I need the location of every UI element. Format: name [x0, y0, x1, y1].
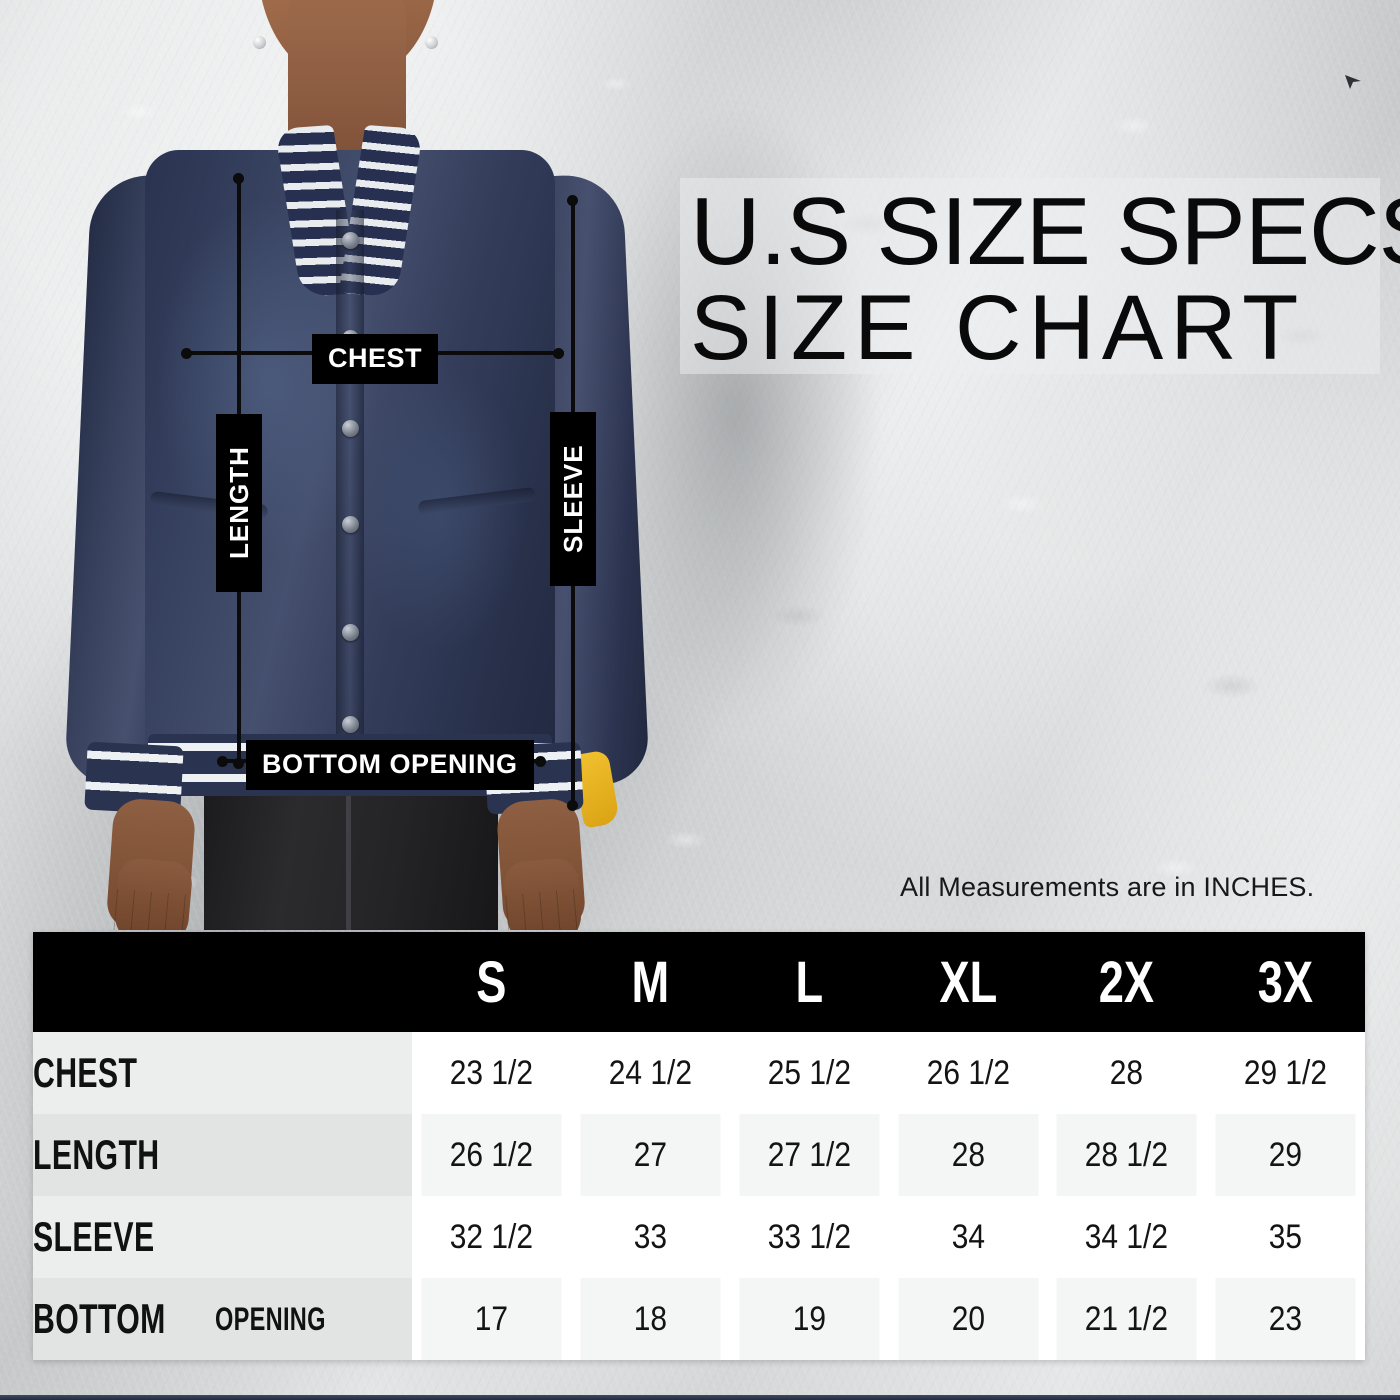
cell-chest-xl: 26 1/2 — [898, 1032, 1038, 1114]
jacket-snap-4 — [342, 516, 359, 533]
cell-sleeve-2x: 34 1/2 — [1056, 1196, 1197, 1278]
model-earring-left — [253, 36, 266, 49]
row-label-sleeve: SLEEVE — [33, 1196, 413, 1278]
cell-bottom-l: 19 — [739, 1278, 880, 1360]
bottom-edge-strip — [0, 1395, 1400, 1400]
sleeve-label-tag: SLEEVE — [550, 412, 596, 586]
cell-sleeve-l: 33 1/2 — [739, 1196, 880, 1278]
row-label-bottom-text: BOTTOM — [33, 1295, 166, 1342]
cell-bottom-s: 17 — [421, 1278, 562, 1360]
cell-length-m: 27 — [580, 1114, 721, 1196]
header-col-3x: 3X — [1223, 932, 1348, 1032]
row-label-chest-text: CHEST — [33, 1049, 138, 1096]
cell-bottom-2x: 21 1/2 — [1056, 1278, 1197, 1360]
cell-length-2x: 28 1/2 — [1056, 1114, 1197, 1196]
cell-length-l: 27 1/2 — [739, 1114, 880, 1196]
table-row: LENGTH 26 1/2 27 27 1/2 28 28 1/2 29 — [33, 1114, 1365, 1196]
hand-finger-lines — [505, 888, 583, 930]
row-label-chest: CHEST — [33, 1032, 413, 1114]
hand-finger-lines — [113, 888, 191, 930]
row-label-sleeve-text: SLEEVE — [33, 1213, 155, 1260]
size-chart-header: S M L XL 2X 3X — [33, 932, 1365, 1032]
chest-label-tag: CHEST — [312, 334, 439, 384]
length-label-tag: LENGTH — [216, 414, 262, 592]
model-earring-right — [425, 36, 438, 49]
length-dot-bottom — [233, 758, 244, 769]
jacket-placket — [336, 210, 364, 750]
sleeve-dot-top — [567, 195, 578, 206]
model-hand-left — [112, 856, 194, 930]
page-subtitle: SIZE CHART — [690, 277, 1306, 379]
cell-sleeve-xl: 34 — [898, 1196, 1038, 1278]
cell-sleeve-s: 32 1/2 — [421, 1196, 562, 1278]
bottom-opening-dot-left — [217, 756, 228, 767]
cell-length-xl: 28 — [898, 1114, 1038, 1196]
chest-dot-right — [553, 348, 564, 359]
jacket-snap-6 — [342, 716, 359, 733]
cursor-arrow-icon — [1344, 74, 1362, 90]
row-label-bottom-opening: BOTTOM OPENING — [33, 1278, 413, 1360]
cell-chest-m: 24 1/2 — [580, 1032, 721, 1114]
jacket-snap-1 — [342, 232, 359, 249]
row-label-length: LENGTH — [33, 1114, 413, 1196]
table-row: BOTTOM OPENING 17 18 19 20 21 1/2 23 — [33, 1278, 1365, 1360]
bottom-opening-dot-right — [535, 756, 546, 767]
header-col-l: L — [747, 932, 872, 1032]
table-row: CHEST 23 1/2 24 1/2 25 1/2 26 1/2 28 29 … — [33, 1032, 1365, 1114]
header-col-xl: XL — [906, 932, 1030, 1032]
cell-chest-s: 23 1/2 — [421, 1032, 562, 1114]
cell-chest-l: 25 1/2 — [739, 1032, 880, 1114]
page-title: U.S SIZE SPECS — [690, 178, 1400, 285]
size-chart-table: S M L XL 2X 3X CHEST 23 1/2 24 1/2 25 1/… — [33, 932, 1365, 1360]
model-hand-right — [502, 856, 584, 930]
sleeve-dot-bottom — [567, 800, 578, 811]
chest-dot-left — [181, 348, 192, 359]
jacket-snap-5 — [342, 624, 359, 641]
length-dot-top — [233, 173, 244, 184]
model-pants — [204, 780, 498, 930]
row-label-length-text: LENGTH — [33, 1131, 160, 1178]
cell-bottom-xl: 20 — [898, 1278, 1038, 1360]
cell-length-3x: 29 — [1215, 1114, 1356, 1196]
cell-chest-3x: 29 1/2 — [1215, 1032, 1356, 1114]
pants-fly-seam — [346, 794, 351, 930]
table-row: SLEEVE 32 1/2 33 33 1/2 34 34 1/2 35 — [33, 1196, 1365, 1278]
cell-sleeve-m: 33 — [580, 1196, 721, 1278]
model-photo — [0, 0, 700, 930]
chest-label-text: CHEST — [328, 343, 423, 373]
cell-bottom-m: 18 — [580, 1278, 721, 1360]
header-col-s: S — [429, 932, 554, 1032]
cell-length-s: 26 1/2 — [421, 1114, 562, 1196]
row-label-opening-text: OPENING — [215, 1300, 326, 1337]
length-label-text: LENGTH — [224, 446, 254, 560]
size-chart-header-row: S M L XL 2X 3X — [33, 932, 1365, 1032]
units-note: All Measurements are in INCHES. — [900, 872, 1315, 902]
jacket-snap-3 — [342, 420, 359, 437]
header-col-2x: 2X — [1064, 932, 1189, 1032]
cell-bottom-3x: 23 — [1215, 1278, 1356, 1360]
sleeve-label-text: SLEEVE — [558, 444, 588, 554]
cell-sleeve-3x: 35 — [1215, 1196, 1356, 1278]
bottom-opening-label-tag: BOTTOM OPENING — [246, 740, 534, 790]
cell-chest-2x: 28 — [1056, 1032, 1197, 1114]
bottom-opening-label-text: BOTTOM OPENING — [262, 749, 518, 779]
size-chart-body: CHEST 23 1/2 24 1/2 25 1/2 26 1/2 28 29 … — [33, 1032, 1365, 1360]
header-col-m: M — [588, 932, 713, 1032]
title-backdrop-band — [680, 178, 1380, 374]
header-corner-cell — [33, 932, 413, 1032]
